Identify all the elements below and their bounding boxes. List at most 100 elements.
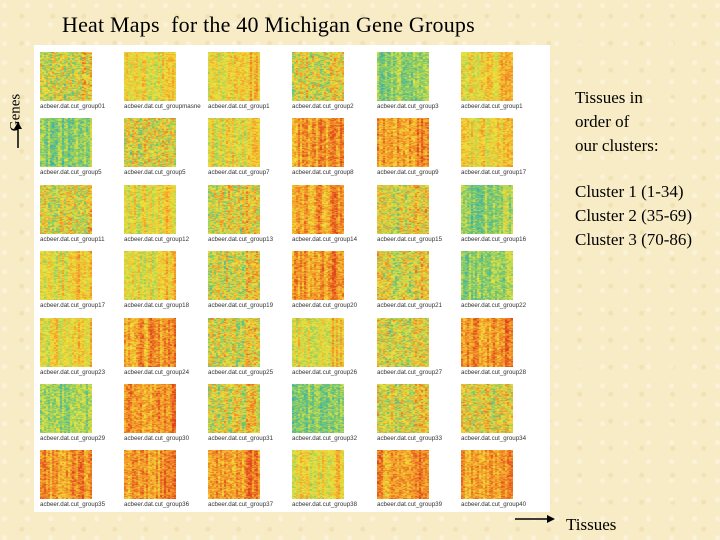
heatmap-grid: acbeer.dat.cut_group01 acbeer.dat.cut_gro… <box>34 45 550 512</box>
heatmap-tile: acbeer.dat.cut_group24 <box>122 313 206 379</box>
heatmap-image <box>124 118 176 167</box>
heatmap-image <box>40 251 92 300</box>
heatmap-caption: acbeer.dat.cut_group12 <box>124 236 190 243</box>
heatmap-image <box>208 450 260 499</box>
heatmap-image <box>461 450 513 499</box>
heatmap-tile: acbeer.dat.cut_group38 <box>290 445 374 511</box>
heatmap-caption: acbeer.dat.cut_group34 <box>461 435 527 442</box>
heatmap-caption: acbeer.dat.cut_group21 <box>377 302 443 309</box>
heatmap-caption: acbeer.dat.cut_group17 <box>461 169 527 176</box>
heatmap-caption: acbeer.dat.cut_group31 <box>208 435 274 442</box>
heatmap-image <box>40 118 92 167</box>
cluster-3-label: Cluster 3 (70-86) <box>575 230 693 249</box>
heatmap-image <box>124 450 176 499</box>
heatmap-caption: acbeer.dat.cut_group20 <box>292 302 358 309</box>
heatmap-image <box>40 384 92 433</box>
heatmap-tile: acbeer.dat.cut_group9 <box>375 113 459 179</box>
heatmap-caption: acbeer.dat.cut_group5 <box>40 169 102 176</box>
legend-line: Tissues in <box>575 88 643 107</box>
heatmap-tile: acbeer.dat.cut_group29 <box>38 379 122 445</box>
heatmap-tile: acbeer.dat.cut_group17 <box>459 113 543 179</box>
tissues-axis-label: Tissues <box>566 515 617 534</box>
heatmap-tile: acbeer.dat.cut_group30 <box>122 379 206 445</box>
heatmap-tile: acbeer.dat.cut_group12 <box>122 180 206 246</box>
heatmap-caption: acbeer.dat.cut_group11 <box>40 236 105 243</box>
heatmap-image <box>208 52 260 101</box>
heatmap-image <box>292 185 344 234</box>
legend-line: our clusters: <box>575 136 659 155</box>
heatmap-caption: acbeer.dat.cut_group37 <box>208 501 274 508</box>
page-title: Heat Maps for the 40 Michigan Gene Group… <box>62 12 475 37</box>
heatmap-tile: acbeer.dat.cut_group35 <box>38 445 122 511</box>
heatmap-tile: acbeer.dat.cut_group11 <box>38 180 122 246</box>
cluster-legend: Tissues in order of our clusters: Cluste… <box>575 86 692 252</box>
heatmap-caption: acbeer.dat.cut_group35 <box>40 501 106 508</box>
heatmap-tile: acbeer.dat.cut_group01 <box>38 47 122 113</box>
heatmap-image <box>124 384 176 433</box>
heatmap-image <box>461 52 513 101</box>
heatmap-image <box>377 450 429 499</box>
heatmap-caption: acbeer.dat.cut_group7 <box>208 169 270 176</box>
heatmap-caption: acbeer.dat.cut_groupmasne <box>124 103 201 110</box>
heatmap-tile: acbeer.dat.cut_group7 <box>206 113 290 179</box>
heatmap-caption: acbeer.dat.cut_group14 <box>292 236 358 243</box>
heatmap-tile: acbeer.dat.cut_group25 <box>206 313 290 379</box>
heatmap-image <box>208 384 260 433</box>
heatmap-tile: acbeer.dat.cut_group5 <box>38 113 122 179</box>
heatmap-caption: acbeer.dat.cut_group32 <box>292 435 358 442</box>
cluster-1-label: Cluster 1 (1-34) <box>575 182 684 201</box>
heatmap-tile: acbeer.dat.cut_group17 <box>38 246 122 312</box>
heatmap-image <box>377 118 429 167</box>
heatmap-image <box>461 118 513 167</box>
heatmap-tile: acbeer.dat.cut_group16 <box>459 180 543 246</box>
heatmap-tile: acbeer.dat.cut_group5 <box>122 113 206 179</box>
heatmap-image <box>124 251 176 300</box>
heatmap-tile: acbeer.dat.cut_group33 <box>375 379 459 445</box>
heatmap-image <box>124 52 176 101</box>
heatmap-tile: acbeer.dat.cut_group3 <box>375 47 459 113</box>
heatmap-tile: acbeer.dat.cut_group31 <box>206 379 290 445</box>
heatmap-image <box>461 318 513 367</box>
heatmap-tile: acbeer.dat.cut_group32 <box>290 379 374 445</box>
tissues-arrow-icon <box>515 515 555 523</box>
heatmap-image <box>461 185 513 234</box>
heatmap-caption: acbeer.dat.cut_group2 <box>292 103 354 110</box>
heatmap-image <box>40 185 92 234</box>
heatmap-tile: acbeer.dat.cut_group22 <box>459 246 543 312</box>
heatmap-caption: acbeer.dat.cut_group33 <box>377 435 443 442</box>
heatmap-caption: acbeer.dat.cut_group16 <box>461 236 527 243</box>
heatmap-tile: acbeer.dat.cut_group20 <box>290 246 374 312</box>
heatmap-tile: acbeer.dat.cut_group15 <box>375 180 459 246</box>
heatmap-caption: acbeer.dat.cut_group30 <box>124 435 190 442</box>
heatmap-image <box>124 318 176 367</box>
heatmap-caption: acbeer.dat.cut_group26 <box>292 369 358 376</box>
heatmap-caption: acbeer.dat.cut_group18 <box>124 302 190 309</box>
heatmap-tile: acbeer.dat.cut_group37 <box>206 445 290 511</box>
heatmap-image <box>292 450 344 499</box>
heatmap-tile: acbeer.dat.cut_group36 <box>122 445 206 511</box>
heatmap-caption: acbeer.dat.cut_group1 <box>461 103 523 110</box>
heatmap-caption: acbeer.dat.cut_group38 <box>292 501 358 508</box>
heatmap-caption: acbeer.dat.cut_group5 <box>124 169 186 176</box>
heatmap-caption: acbeer.dat.cut_group29 <box>40 435 106 442</box>
heatmap-tile: acbeer.dat.cut_group34 <box>459 379 543 445</box>
heatmap-image <box>40 52 92 101</box>
heatmap-caption: acbeer.dat.cut_group19 <box>208 302 274 309</box>
heatmap-caption: acbeer.dat.cut_group1 <box>208 103 270 110</box>
heatmap-tile: acbeer.dat.cut_group23 <box>38 313 122 379</box>
heatmap-tile: acbeer.dat.cut_group28 <box>459 313 543 379</box>
heatmap-tile: acbeer.dat.cut_group18 <box>122 246 206 312</box>
heatmap-image <box>292 118 344 167</box>
heatmap-caption: acbeer.dat.cut_group25 <box>208 369 274 376</box>
heatmap-image <box>208 185 260 234</box>
heatmap-caption: acbeer.dat.cut_group3 <box>377 103 439 110</box>
heatmap-image <box>292 318 344 367</box>
heatmap-image <box>124 185 176 234</box>
heatmap-image <box>40 318 92 367</box>
genes-arrow-icon <box>14 122 22 148</box>
heatmap-caption: acbeer.dat.cut_group01 <box>40 103 106 110</box>
heatmap-image <box>377 384 429 433</box>
legend-line: order of <box>575 112 630 131</box>
heatmap-image <box>292 251 344 300</box>
heatmap-tile: acbeer.dat.cut_group40 <box>459 445 543 511</box>
